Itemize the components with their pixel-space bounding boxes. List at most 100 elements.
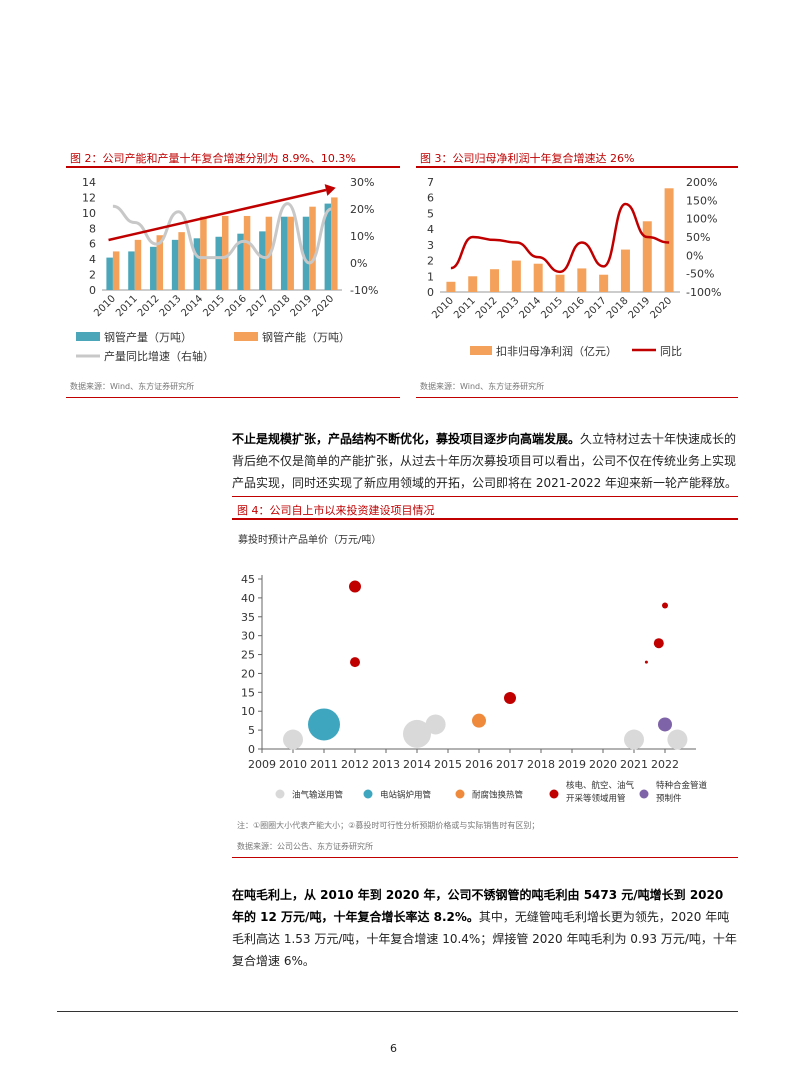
fig3-y-tick: 5 [427,207,434,220]
paragraph-gross-profit-lead: 在吨毛利上，从 2010 年到 2020 年，公司不锈钢管的吨毛利由 5473 … [232,888,724,924]
fig3-yoy-line [450,202,670,274]
fig2-bar-production [302,216,310,290]
fig3-y2-tick: 200% [686,176,717,189]
fig3-x-tick: 2016 [561,295,587,321]
fig4-y-tick: 30 [241,630,255,643]
fig3-x-tick: 2011 [452,295,478,321]
fig2-legend-swatch-capacity [234,332,258,341]
fig4-title: 图 4：公司自上市以来投资建设项目情况 [237,504,435,517]
fig3-y2-tick: 0% [686,249,703,262]
fig2-y2-tick: 20% [350,203,374,216]
fig4-y-tick: 5 [248,724,255,737]
fig3-source: 数据来源：Wind、东方证券研究所 [420,382,545,391]
fig2-y2-tick: 10% [350,230,374,243]
fig4-legend-swatch [363,789,373,799]
fig3-bar-profit [511,260,521,292]
fig4-legend-label: 预制件 [656,793,682,804]
fig2-x-tick: 2012 [136,293,162,319]
fig4-top-rule [232,496,738,497]
fig3-legend-swatch-profit [470,346,492,355]
fig4-x-tick: 2012 [341,758,369,771]
fig2-x-tick: 2013 [158,293,184,319]
fig2-bar-production [280,216,288,290]
fig3-bar-profit [599,274,609,292]
fig4-y-tick: 0 [248,743,255,756]
fig2-y-tick: 0 [89,284,96,297]
fig2-x-tick: 2019 [289,293,315,319]
fig4-bubble [350,657,360,668]
fig4-bubble [425,714,446,735]
page-number: 6 [390,1042,397,1055]
fig2-legend-swatch-production [76,332,100,341]
fig2-legend-growth: 产量同比增速（右轴） [104,349,214,363]
fig3-x-tick: 2010 [430,295,456,321]
fig3-y-tick: 4 [427,223,434,236]
fig4-y-tick: 35 [241,611,255,624]
fig2-bar-capacity [178,232,185,290]
fig2-bottom-rule [66,397,400,398]
fig2-x-tick: 2018 [267,293,293,319]
fig3-legend-yoy: 同比 [660,345,682,358]
fig4-y-tick: 15 [241,686,255,699]
fig3-x-tick: 2018 [605,295,631,321]
fig3-bottom-rule [416,397,738,398]
fig4-legend-label: 核电、航空、油气 [566,780,635,791]
fig4-x-tick: 2015 [434,758,462,771]
fig4-legend-label: 特种合金管道 [656,780,708,791]
fig4-x-tick: 2021 [620,758,648,771]
fig2-x-tick: 2020 [310,293,336,319]
paragraph-gross-profit: 在吨毛利上，从 2010 年到 2020 年，公司不锈钢管的吨毛利由 5473 … [232,884,738,972]
fig4-bubble [504,692,516,704]
fig2-chart: 02468101214-10%0%10%20%30%20102011201220… [76,176,378,363]
fig2-bar-capacity [156,235,164,290]
fig4-bottom-rule [232,857,738,858]
fig3-chart: 01234567-100%-50%0%50%100%150%200%201020… [427,176,721,358]
fig4-x-tick: 2009 [248,758,276,771]
fig2-bar-production [324,203,332,290]
fig2-growth-line [112,202,332,265]
fig3-y2-tick: 150% [686,194,717,207]
fig2-title-rule [66,166,400,168]
fig2-x-tick: 2015 [201,293,227,319]
fig3-y-tick: 1 [427,270,434,283]
fig4-legend-label: 耐腐蚀换热管 [472,790,523,801]
fig2-trend-arrow [108,188,327,242]
fig4-title-rule [232,518,738,520]
fig2-title: 图 2：公司产能和产量十年复合增速分别为 8.9%、10.3% [70,152,356,165]
fig4-x-tick: 2020 [589,758,617,771]
fig4-bubble [653,638,664,649]
fig3-bar-profit [533,263,543,292]
fig4-bubble [658,717,672,732]
fig4-y-tick: 45 [241,573,255,586]
fig2-x-tick: 2017 [245,293,271,319]
fig2-y-tick: 8 [89,222,96,235]
fig2-x-tick: 2011 [114,293,140,319]
fig2-bar-capacity [331,197,338,290]
fig3-bar-profit [620,249,630,292]
fig3-title-rule [416,166,738,168]
fig4-bubble [667,729,688,750]
fig2-legend-capacity: 钢管产能（万吨） [262,330,350,344]
fig4-note: 注：①圈圈大小代表产能大小；②募投时可行性分析预期价格或与实际销售时有区别； [237,821,540,830]
fig4-x-tick: 2022 [651,758,679,771]
fig2-x-tick: 2016 [223,293,249,319]
fig2-x-tick: 2010 [92,293,118,319]
fig3-y-tick: 7 [427,176,434,189]
fig3-y2-tick: -100% [686,286,721,299]
fig2-bar-production [237,233,244,290]
fig4-bubble [283,729,303,750]
fig3-bar-profit [555,274,565,292]
fig3-bar-profit [664,188,674,292]
fig3-bar-profit [642,221,652,292]
fig2-x-tick: 2014 [180,293,206,319]
fig4-legend-swatch [639,789,649,799]
fig4-bubble [403,719,431,748]
fig3-x-tick: 2014 [518,295,544,321]
fig4-legend-label: 油气输送用管 [292,790,343,801]
fig2-bar-production [215,236,222,290]
fig2-bar-capacity [243,215,251,290]
fig4-legend-swatch [275,789,285,799]
fig4-legend-swatch [455,789,465,799]
fig4-x-tick: 2014 [403,758,431,771]
